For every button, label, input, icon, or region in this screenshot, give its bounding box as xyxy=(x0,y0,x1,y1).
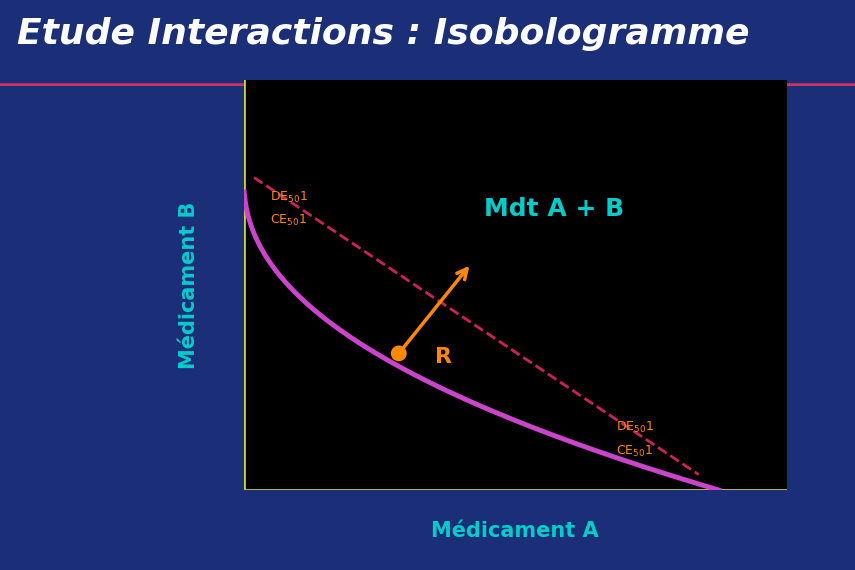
Text: CE$_{50}$1: CE$_{50}$1 xyxy=(616,444,653,459)
Text: R: R xyxy=(435,347,452,367)
Text: CE$_{50}$1: CE$_{50}$1 xyxy=(269,213,306,229)
Point xyxy=(392,349,405,358)
Text: DE$_{50}$1: DE$_{50}$1 xyxy=(269,190,308,205)
Text: Etude Interactions : Isobologramme: Etude Interactions : Isobologramme xyxy=(17,17,750,51)
Text: Mdt A + B: Mdt A + B xyxy=(484,197,624,221)
Text: DE$_{50}$1: DE$_{50}$1 xyxy=(616,421,654,435)
Text: Médicament A: Médicament A xyxy=(431,521,599,542)
Text: Médicament B: Médicament B xyxy=(180,201,199,369)
